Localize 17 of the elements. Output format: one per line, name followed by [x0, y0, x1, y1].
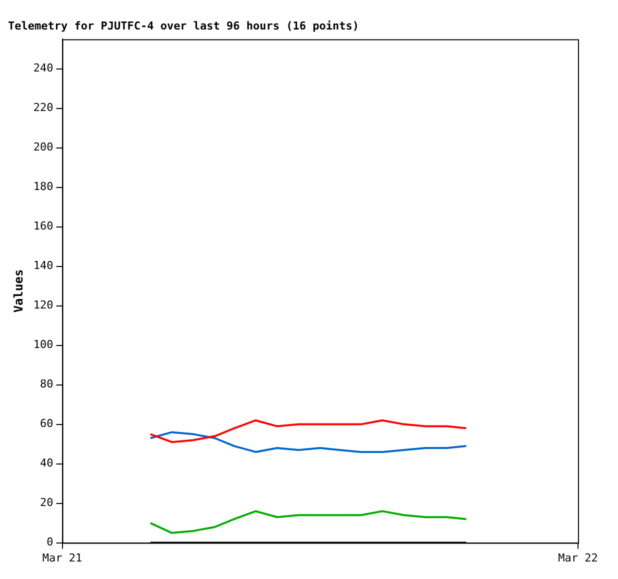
y-tick-label: 60: [40, 417, 54, 430]
chart-title: Telemetry for PJUTFC-4 over last 96 hours (16 points): [8, 19, 359, 32]
y-tick-label: 200: [33, 140, 54, 154]
y-tick-label: 140: [33, 259, 54, 272]
y-tick-label: 20: [40, 496, 54, 510]
x-tick-label: Mar 22: [558, 551, 598, 564]
y-tick-label: 120: [33, 298, 54, 312]
y-tick-label: 0: [46, 536, 54, 549]
y-tick-label: 100: [33, 338, 54, 352]
y-tick-label: 40: [40, 456, 54, 470]
y-tick-label: 80: [40, 378, 54, 391]
y-tick-label: 220: [33, 101, 54, 114]
y-axis-title: Values: [11, 269, 26, 313]
y-tick-label: 160: [33, 220, 54, 233]
y-tick-label: 240: [33, 62, 54, 75]
y-tick-label: 180: [33, 180, 54, 194]
x-tick-label: Mar 21: [42, 551, 82, 564]
